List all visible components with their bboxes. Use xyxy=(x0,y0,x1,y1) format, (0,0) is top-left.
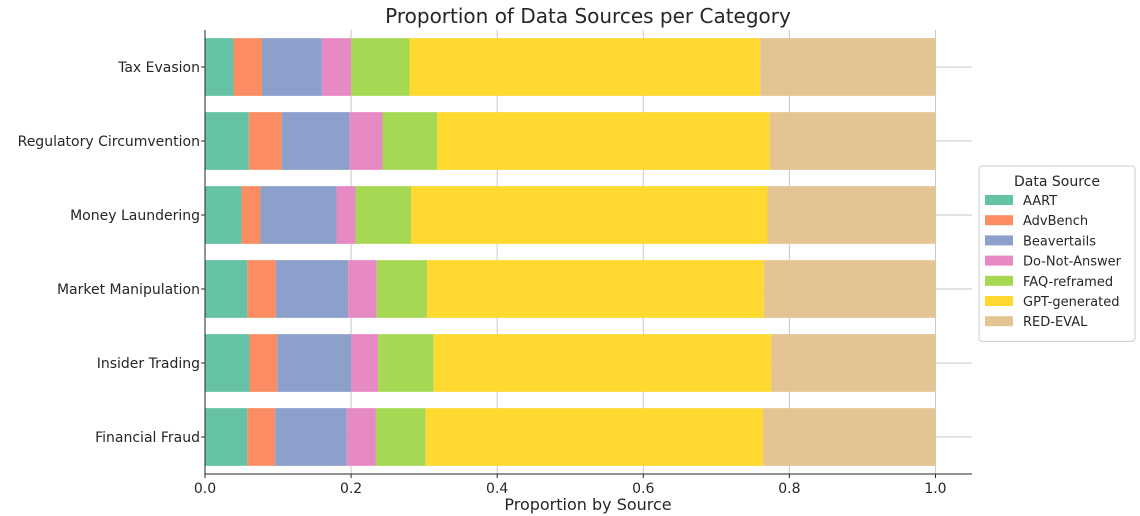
legend-entry-label: Do-Not-Answer xyxy=(1023,255,1122,270)
bar-segment-faq-reframed xyxy=(375,408,426,466)
bar-segment-advbench xyxy=(247,260,276,318)
y-tick-label: Regulatory Circumvention xyxy=(18,134,200,150)
bar-segment-advbench xyxy=(233,38,262,96)
bar-segment-faq-reframed xyxy=(382,112,438,170)
bar-segment-gpt-generated xyxy=(433,334,772,392)
x-tick-label: 0.0 xyxy=(194,481,216,497)
legend-frame xyxy=(978,165,1136,342)
x-tick-labels: 0.0 0.2 0.4 0.6 0.8 1.0 xyxy=(194,481,947,497)
x-tick-label: 0.4 xyxy=(486,481,508,497)
y-tick-labels: Tax Evasion Regulatory Circumvention Money… xyxy=(18,60,200,446)
y-tick-label: Financial Fraud xyxy=(95,430,200,446)
x-tick-label: 0.6 xyxy=(632,481,654,497)
bar-segment-advbench xyxy=(248,112,282,170)
bar-segment-advbench xyxy=(247,408,276,466)
bar-segment-faq-reframed xyxy=(355,186,411,244)
chart-title: Proportion of Data Sources per Category xyxy=(385,4,791,28)
bar-segment-do-not-answer xyxy=(351,334,379,392)
bar-segment-gpt-generated xyxy=(427,260,764,318)
bar-segment-aart xyxy=(205,186,242,244)
legend: Data Source AART AdvBench Beavertails Do-Not… xyxy=(978,165,1136,342)
x-tick-label: 1.0 xyxy=(924,481,946,497)
legend-entry-label: AdvBench xyxy=(1023,214,1088,229)
bar-segment-aart xyxy=(205,38,234,96)
bar-segment-gpt-generated xyxy=(437,112,770,170)
legend-swatch xyxy=(985,255,1013,266)
bar-segment-do-not-answer xyxy=(336,186,356,244)
x-tick-label: 0.2 xyxy=(340,481,362,497)
bar-segment-beavertails xyxy=(275,260,349,318)
bars xyxy=(205,38,936,466)
bar-segment-red-eval xyxy=(763,408,936,466)
x-axis-label: Proportion by Source xyxy=(504,495,671,514)
bar-segment-faq-reframed xyxy=(376,260,428,318)
grid-lines xyxy=(204,30,972,474)
bar-segment-red-eval xyxy=(767,186,936,244)
legend-swatch xyxy=(985,215,1013,226)
bar-segment-gpt-generated xyxy=(425,408,764,466)
bar-segment-beavertails xyxy=(275,408,347,466)
bar-segment-red-eval xyxy=(760,38,936,96)
bar-segment-beavertails xyxy=(277,334,352,392)
y-tick-label: Insider Trading xyxy=(97,356,200,372)
legend-swatch xyxy=(985,296,1013,306)
legend-entry-label: RED-EVAL xyxy=(1023,315,1088,330)
legend-entry-label: GPT-generated xyxy=(1023,295,1120,310)
legend-entry-label: AART xyxy=(1023,194,1057,209)
bar-segment-red-eval xyxy=(771,334,936,392)
legend-entry-label: Beavertails xyxy=(1023,234,1096,249)
bar-segment-red-eval xyxy=(769,112,936,170)
bar-segment-beavertails xyxy=(261,38,322,96)
legend-entry-label: FAQ-reframed xyxy=(1023,275,1113,290)
bar-segment-beavertails xyxy=(260,186,337,244)
bar-segment-gpt-generated xyxy=(410,186,768,244)
bar-segment-do-not-answer xyxy=(349,112,383,170)
bar-segment-beavertails xyxy=(281,112,350,170)
bar-segment-aart xyxy=(205,408,248,466)
legend-swatch xyxy=(985,275,1013,286)
bar-segment-do-not-answer xyxy=(348,260,377,318)
bar-segment-faq-reframed xyxy=(351,38,410,96)
bar-segment-do-not-answer xyxy=(321,38,352,96)
legend-swatch xyxy=(985,195,1013,205)
axes xyxy=(201,30,972,478)
bar-segment-gpt-generated xyxy=(409,38,761,96)
bar-segment-red-eval xyxy=(763,260,936,318)
bar-segment-do-not-answer xyxy=(346,408,376,466)
bar-segment-advbench xyxy=(241,186,261,244)
y-tick-label: Tax Evasion xyxy=(117,60,200,76)
x-tick-label: 0.8 xyxy=(778,481,800,497)
legend-swatch xyxy=(985,316,1013,327)
bar-segment-aart xyxy=(205,260,248,318)
bar-segment-advbench xyxy=(249,334,278,392)
bar-segment-faq-reframed xyxy=(378,334,434,392)
y-tick-label: Market Manipulation xyxy=(57,282,200,298)
bar-segment-aart xyxy=(205,334,250,392)
legend-title: Data Source xyxy=(1014,174,1100,190)
bar-segment-aart xyxy=(205,112,249,170)
legend-swatch xyxy=(985,235,1013,246)
y-tick-label: Money Laundering xyxy=(70,208,200,224)
